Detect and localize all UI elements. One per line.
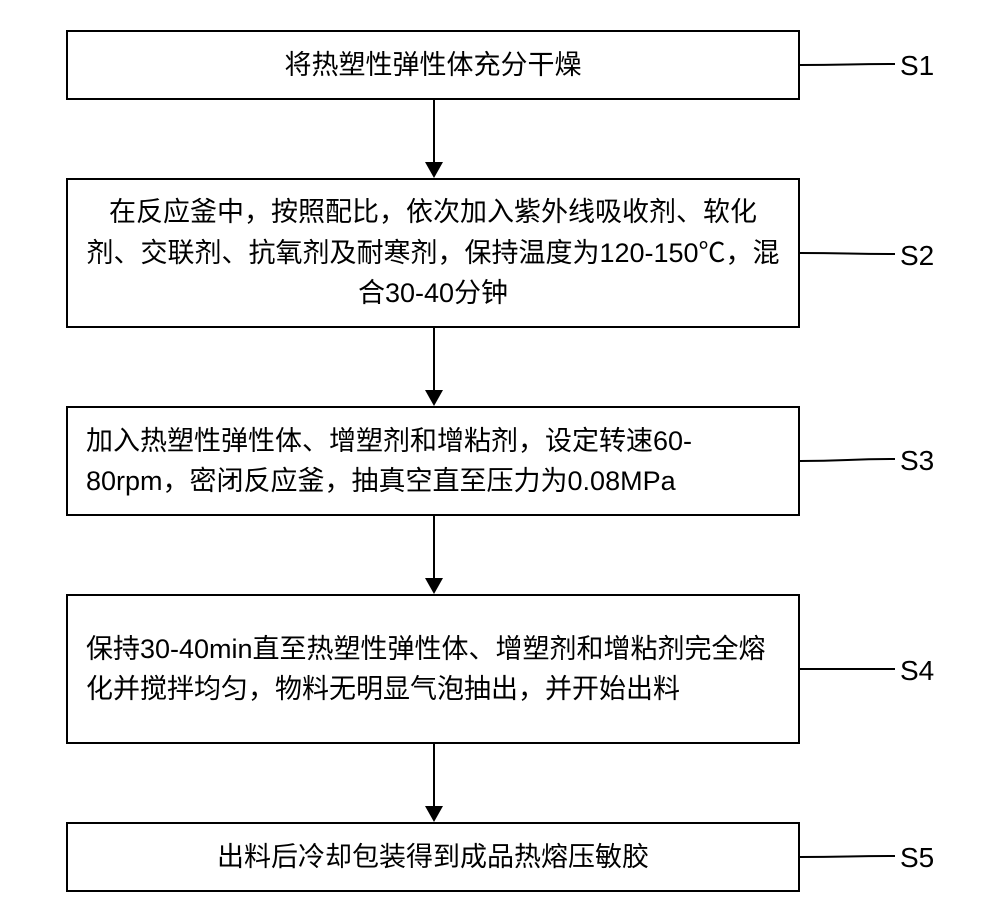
arrow-line <box>433 516 435 580</box>
label-connector <box>800 836 895 877</box>
step-label-s4: S4 <box>900 655 934 687</box>
step-label-s3: S3 <box>900 445 934 477</box>
step-box-s2: 在反应釜中，按照配比，依次加入紫外线吸收剂、软化剂、交联剂、抗氧剂及耐寒剂，保持… <box>66 178 800 328</box>
step-label-s5: S5 <box>900 842 934 874</box>
label-connector <box>800 649 895 689</box>
flowchart-canvas: 将热塑性弹性体充分干燥 S1 在反应釜中，按照配比，依次加入紫外线吸收剂、软化剂、交… <box>0 0 1000 922</box>
label-connector <box>800 233 895 274</box>
label-connector <box>800 439 895 481</box>
step-box-s4: 保持30-40min直至热塑性弹性体、增塑剂和增粘剂完全熔化并搅拌均匀，物料无明… <box>66 594 800 744</box>
arrow-down-icon <box>425 806 443 822</box>
step-text: 在反应釜中，按照配比，依次加入紫外线吸收剂、软化剂、交联剂、抗氧剂及耐寒剂，保持… <box>86 192 780 314</box>
label-connector <box>800 44 895 85</box>
step-text: 保持30-40min直至热塑性弹性体、增塑剂和增粘剂完全熔化并搅拌均匀，物料无明… <box>86 629 780 710</box>
arrow-line <box>433 744 435 808</box>
step-box-s3: 加入热塑性弹性体、增塑剂和增粘剂，设定转速60-80rpm，密闭反应釜，抽真空直… <box>66 406 800 516</box>
arrow-down-icon <box>425 390 443 406</box>
arrow-down-icon <box>425 162 443 178</box>
step-box-s5: 出料后冷却包装得到成品热熔压敏胶 <box>66 822 800 892</box>
step-text: 出料后冷却包装得到成品热熔压敏胶 <box>217 837 649 878</box>
arrow-line <box>433 100 435 164</box>
arrow-line <box>433 328 435 392</box>
step-text: 将热塑性弹性体充分干燥 <box>285 45 582 86</box>
step-text: 加入热塑性弹性体、增塑剂和增粘剂，设定转速60-80rpm，密闭反应釜，抽真空直… <box>86 421 780 502</box>
step-label-s1: S1 <box>900 50 934 82</box>
arrow-down-icon <box>425 578 443 594</box>
step-label-s2: S2 <box>900 240 934 272</box>
step-box-s1: 将热塑性弹性体充分干燥 <box>66 30 800 100</box>
